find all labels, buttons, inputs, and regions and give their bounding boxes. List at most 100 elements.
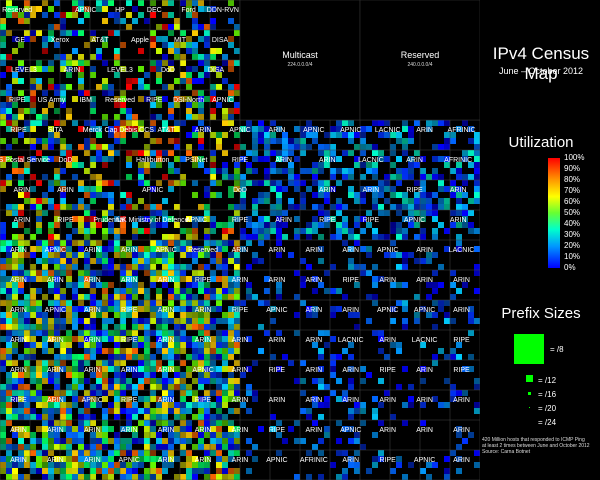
utilization-tick: 60% — [564, 197, 581, 206]
heatmap-cell — [330, 144, 336, 150]
heatmap-cell — [180, 96, 186, 102]
heatmap-cell — [348, 312, 354, 318]
heatmap-cell — [120, 192, 126, 198]
block-label: DoD — [58, 157, 72, 164]
heatmap-cell — [390, 150, 396, 156]
block-label: ARIN — [13, 187, 30, 194]
heatmap-cell — [378, 420, 384, 426]
heatmap-cell — [138, 84, 144, 90]
heatmap-cell — [264, 144, 270, 150]
heatmap-cell — [300, 198, 306, 204]
heatmap-cell — [12, 6, 18, 12]
heatmap-cell — [198, 246, 204, 252]
heatmap-cell — [222, 258, 228, 264]
heatmap-cell — [138, 372, 144, 378]
heatmap-cell — [408, 222, 414, 228]
heatmap-cell — [96, 126, 102, 132]
block-label: ARIN — [158, 457, 175, 464]
heatmap-cell — [264, 300, 270, 306]
heatmap-cell — [204, 192, 210, 198]
heatmap-cell — [312, 288, 318, 294]
block-label: ARIN — [121, 247, 138, 254]
heatmap-cell — [204, 396, 210, 402]
heatmap-cell — [60, 474, 66, 480]
heatmap-cell — [414, 294, 420, 300]
heatmap-cell — [30, 156, 36, 162]
heatmap-cell — [6, 66, 12, 72]
heatmap-cell — [102, 474, 108, 480]
heatmap-cell — [174, 282, 180, 288]
heatmap-cell — [390, 174, 396, 180]
heatmap-cell — [276, 222, 282, 228]
heatmap-cell — [78, 18, 84, 24]
heatmap-cell — [426, 474, 432, 480]
heatmap-cell — [276, 210, 282, 216]
heatmap-cell — [234, 396, 240, 402]
heatmap-cell — [264, 228, 270, 234]
heatmap-cell — [24, 336, 30, 342]
heatmap-cell — [42, 348, 48, 354]
heatmap-cell — [402, 306, 408, 312]
heatmap-cell — [294, 330, 300, 336]
heatmap-cell — [174, 180, 180, 186]
heatmap-cell — [30, 120, 36, 126]
prefix-8-swatch — [514, 334, 544, 364]
heatmap-cell — [354, 198, 360, 204]
heatmap-cell — [168, 42, 174, 48]
heatmap-cell — [234, 348, 240, 354]
heatmap-cell — [144, 378, 150, 384]
heatmap-cell — [72, 6, 78, 12]
block-label: ARIN — [13, 217, 30, 224]
heatmap-cell — [18, 402, 24, 408]
heatmap-cell — [210, 372, 216, 378]
heatmap-cell — [336, 198, 342, 204]
heatmap-cell — [132, 234, 138, 240]
block-label: RIPE — [121, 307, 138, 314]
heatmap-cell — [102, 378, 108, 384]
heatmap-cell — [162, 402, 168, 408]
heatmap-cell — [270, 414, 276, 420]
heatmap-cell — [54, 252, 60, 258]
heatmap-cell — [18, 132, 24, 138]
heatmap-cell — [150, 360, 156, 366]
heatmap-cell — [258, 228, 264, 234]
heatmap-cell — [342, 450, 348, 456]
heatmap-cell — [234, 60, 240, 66]
heatmap-cell — [384, 210, 390, 216]
heatmap-cell — [234, 306, 240, 312]
heatmap-cell — [234, 390, 240, 396]
heatmap-cell — [306, 474, 312, 480]
heatmap-cell — [402, 120, 408, 126]
heatmap-cell — [90, 222, 96, 228]
heatmap-cell — [114, 30, 120, 36]
heatmap-cell — [318, 282, 324, 288]
heatmap-cell — [132, 426, 138, 432]
heatmap-cell — [222, 240, 228, 246]
heatmap-cell — [432, 270, 438, 276]
heatmap-cell — [66, 444, 72, 450]
heatmap-cell — [42, 174, 48, 180]
heatmap-cell — [144, 84, 150, 90]
heatmap-cell — [84, 474, 90, 480]
heatmap-cell — [90, 318, 96, 324]
heatmap-cell — [90, 414, 96, 420]
heatmap-cell — [132, 348, 138, 354]
heatmap-cell — [162, 276, 168, 282]
heatmap-cell — [234, 168, 240, 174]
heatmap-cell — [444, 138, 450, 144]
heatmap-cell — [192, 66, 198, 72]
heatmap-cell — [282, 210, 288, 216]
heatmap-cell — [198, 342, 204, 348]
heatmap-cell — [324, 192, 330, 198]
heatmap-cell — [192, 354, 198, 360]
heatmap-cell — [276, 192, 282, 198]
heatmap-cell — [102, 336, 108, 342]
heatmap-cell — [12, 222, 18, 228]
heatmap-cell — [192, 360, 198, 366]
heatmap-cell — [198, 138, 204, 144]
heatmap-cell — [54, 396, 60, 402]
heatmap-cell — [396, 222, 402, 228]
heatmap-cell — [408, 216, 414, 222]
heatmap-cell — [156, 246, 162, 252]
heatmap-cell — [198, 288, 204, 294]
